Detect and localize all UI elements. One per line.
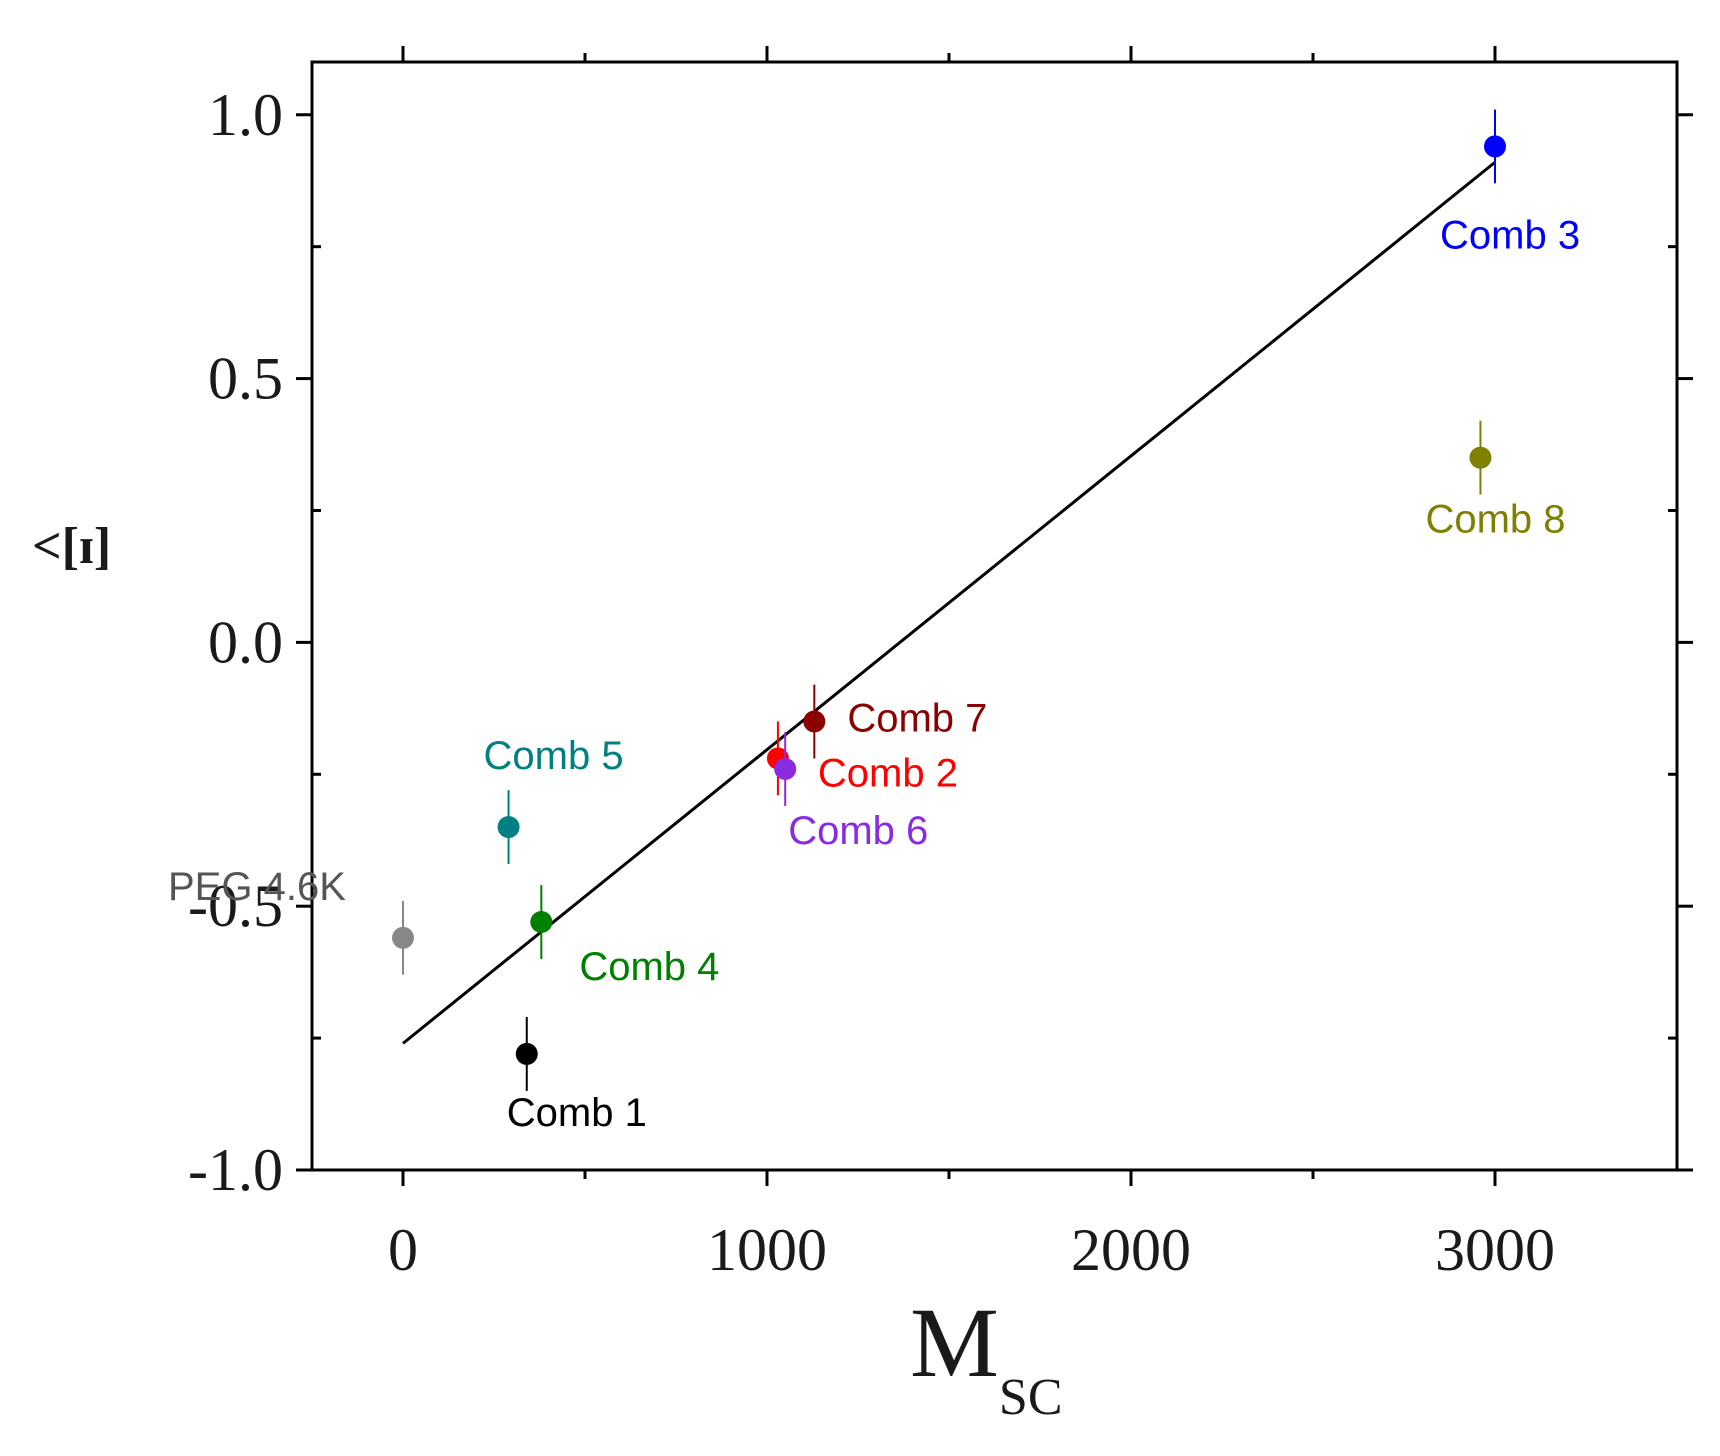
x-tick-label: 0 <box>388 1217 418 1283</box>
y-tick-label: 1.0 <box>208 82 283 148</box>
y-axis-label: <[ɪ] <box>32 518 111 575</box>
axis-ticks <box>296 46 1693 1186</box>
marker <box>803 710 826 733</box>
marker <box>392 926 414 949</box>
data-point: PEG 4.6K <box>168 865 414 975</box>
fit-line <box>402 161 1496 1045</box>
point-label: PEG 4.6K <box>168 865 346 909</box>
data-point: Comb 8 <box>1425 420 1566 542</box>
point-label: Comb 6 <box>788 809 928 853</box>
marker <box>774 758 797 781</box>
x-tick-label: 2000 <box>1071 1217 1191 1283</box>
data-point: Comb 2 <box>766 721 958 795</box>
data-point: Comb 3 <box>1440 109 1580 257</box>
tick-labels: 0 1000 2000 3000 -1.0 -0.5 0.0 0.5 1.0 <box>188 82 1555 1283</box>
x-tick-label: 3000 <box>1435 1217 1555 1283</box>
data-point: Comb 4 <box>530 885 719 989</box>
y-tick-label: -1.0 <box>188 1137 283 1203</box>
point-label: Comb 8 <box>1425 498 1565 542</box>
point-label: Comb 3 <box>1440 213 1580 257</box>
marker <box>530 911 553 934</box>
plot-frame <box>310 60 1679 1172</box>
point-label: Comb 5 <box>484 734 624 778</box>
x-tick-label: 1000 <box>707 1217 827 1283</box>
data-point: Comb 6 <box>774 732 928 853</box>
marker <box>515 1042 538 1065</box>
data-point: Comb 7 <box>803 684 987 759</box>
y-tick-label: -0.5 <box>188 873 283 939</box>
data-point: Comb 1 <box>507 1016 647 1135</box>
point-label: Comb 7 <box>847 697 987 741</box>
point-label: Comb 2 <box>818 751 958 795</box>
point-label: Comb 1 <box>507 1091 647 1135</box>
marker <box>1469 446 1492 469</box>
data-points: PEG 4.6K Comb 1 Comb 2 Comb 3 Comb 4 Comb 5 Co… <box>168 109 1580 1135</box>
data-point: Comb 5 <box>484 734 624 864</box>
point-label: Comb 4 <box>579 945 719 989</box>
y-tick-label: 0.5 <box>208 346 283 412</box>
marker <box>1484 135 1506 158</box>
x-axis-label: MSC <box>910 1287 1063 1426</box>
marker <box>497 816 520 839</box>
y-tick-label: 0.0 <box>208 609 283 675</box>
